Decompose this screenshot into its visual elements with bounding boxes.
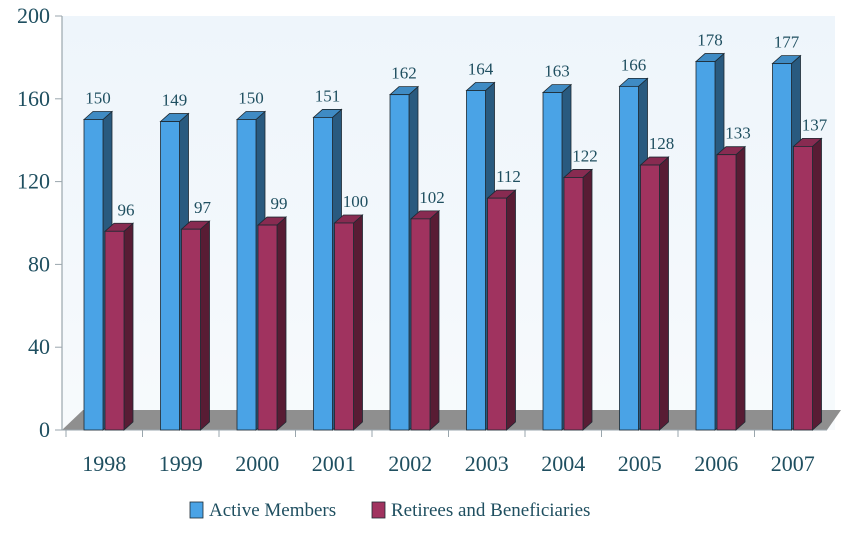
data-label: 137 bbox=[802, 115, 828, 134]
data-label: 164 bbox=[468, 60, 494, 79]
data-label: 178 bbox=[697, 31, 723, 50]
bar bbox=[103, 222, 135, 431]
legend-swatch bbox=[189, 501, 204, 519]
x-tick-label: 2001 bbox=[312, 451, 356, 476]
data-label: 150 bbox=[85, 89, 111, 108]
data-label: 128 bbox=[649, 134, 675, 153]
y-tick-label: 120 bbox=[17, 169, 50, 194]
legend-label: Active Members bbox=[209, 500, 336, 521]
data-label: 177 bbox=[774, 33, 800, 52]
data-label: 150 bbox=[238, 89, 264, 108]
data-label: 149 bbox=[162, 91, 188, 110]
bars bbox=[82, 52, 823, 431]
bar bbox=[639, 156, 670, 431]
data-label: 97 bbox=[194, 198, 212, 217]
data-label: 122 bbox=[572, 146, 598, 165]
x-tick-label: 2003 bbox=[465, 451, 509, 476]
x-tick-label: 2002 bbox=[388, 451, 432, 476]
y-tick-label: 160 bbox=[17, 86, 50, 111]
bar bbox=[792, 137, 823, 431]
bar bbox=[715, 145, 747, 431]
data-label: 151 bbox=[315, 86, 341, 105]
legend-item: Retirees and Beneficiaries bbox=[371, 500, 590, 521]
legend-item: Active Members bbox=[189, 500, 336, 521]
x-tick-label: 2005 bbox=[618, 451, 662, 476]
data-label: 96 bbox=[118, 200, 135, 219]
bar bbox=[180, 220, 211, 431]
y-tick-label: 40 bbox=[28, 334, 50, 359]
data-label: 163 bbox=[544, 62, 570, 81]
data-label: 100 bbox=[343, 192, 369, 211]
data-label: 99 bbox=[271, 194, 288, 213]
data-label: 133 bbox=[725, 124, 751, 143]
legend: Active Members Retirees and Beneficiaries bbox=[189, 500, 590, 521]
x-axis: 1998 1999 2000 2001 2002 2003 2004 2005 2006 2007 bbox=[62, 429, 827, 476]
bar bbox=[409, 209, 441, 431]
y-tick-label: 0 bbox=[39, 417, 50, 442]
bar bbox=[486, 189, 517, 431]
legend-label: Retirees and Beneficiaries bbox=[391, 500, 590, 521]
x-tick-label: 1999 bbox=[159, 451, 203, 476]
bar bbox=[333, 214, 364, 431]
x-tick-label: 2007 bbox=[771, 451, 815, 476]
bar bbox=[562, 168, 594, 431]
legend-swatch bbox=[371, 501, 386, 519]
y-tick-label: 80 bbox=[28, 251, 50, 276]
data-label: 112 bbox=[496, 167, 521, 186]
bar bbox=[256, 216, 288, 431]
data-label: 102 bbox=[419, 188, 445, 207]
data-label: 166 bbox=[621, 55, 647, 74]
x-tick-label: 2004 bbox=[541, 451, 585, 476]
x-tick-label: 2000 bbox=[235, 451, 279, 476]
data-labels: 150 96 149 97 150 99 151 100 162 102 164 112 163 122 1… bbox=[85, 31, 828, 220]
data-label: 162 bbox=[391, 64, 417, 83]
x-tick-label: 1998 bbox=[82, 451, 126, 476]
x-tick-label: 2006 bbox=[694, 451, 738, 476]
y-axis: 0 40 80 120 160 200 bbox=[17, 3, 63, 442]
y-tick-label: 200 bbox=[17, 3, 50, 28]
